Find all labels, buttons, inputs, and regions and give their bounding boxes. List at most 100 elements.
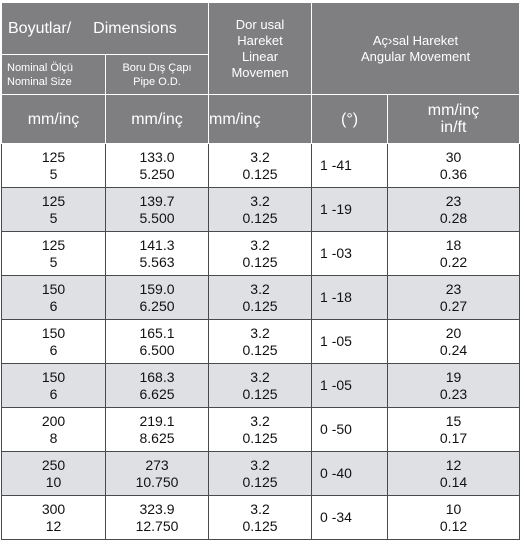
angle-cell: 1 -41 bbox=[311, 143, 389, 188]
linear-movement-cell-value: 3.2 bbox=[250, 192, 270, 209]
pipe-od-cell-value: 10.750 bbox=[135, 473, 179, 490]
pipe-heading-tr: Boru Dış Çapı bbox=[122, 61, 192, 74]
angle-cell: 1 -19 bbox=[311, 187, 389, 232]
angular-mm-cell-value: 15 bbox=[445, 412, 462, 429]
unit-cell: mm/inç bbox=[104, 94, 210, 144]
angle-cell: 1 -18 bbox=[311, 275, 389, 320]
linear-movement-cell-value: 0.125 bbox=[242, 297, 278, 314]
angle-cell: 1 -05 bbox=[311, 319, 389, 364]
nominal-size-cell-value: 5 bbox=[49, 165, 58, 182]
angular-mm-cell-value: 12 bbox=[445, 456, 462, 473]
linear-movement-cell-value: 0.125 bbox=[242, 517, 278, 534]
linear-movement-cell: 3.2 0.125 bbox=[208, 407, 313, 452]
angular-mm-cell: 30 0.36 bbox=[387, 143, 521, 188]
nominal-size-cell-value: 6 bbox=[49, 385, 58, 402]
nominal-size-cell: 125 5 bbox=[1, 143, 106, 188]
pipe-od-cell-value: 273 bbox=[145, 456, 169, 473]
pipe-od-cell-value: 219.1 bbox=[139, 412, 175, 429]
linear-movement-cell-value: 0.125 bbox=[242, 429, 278, 446]
angular-mm-cell: 19 0.23 bbox=[387, 363, 521, 408]
nominal-size-cell-value: 150 bbox=[41, 324, 66, 341]
linear-movement-cell-value: 0.125 bbox=[242, 341, 278, 358]
linear-movement-cell-value: 0.125 bbox=[242, 473, 278, 490]
linear-movement-cell-value: 3.2 bbox=[250, 280, 270, 297]
angular-mm-cell-value: 19 bbox=[445, 368, 462, 385]
pipe-od-cell-value: 5.250 bbox=[139, 165, 175, 182]
nominal-size-cell: 200 8 bbox=[1, 407, 106, 452]
unit-cell: mm/inç bbox=[1, 94, 106, 144]
angle-cell: 1 -05 bbox=[311, 363, 389, 408]
nominal-size-cell-value: 300 bbox=[41, 500, 66, 517]
unit-line: mm/inç bbox=[427, 102, 480, 119]
table-row: 250 10 273 10.750 3.2 0.125 0 -40 12 0.14 bbox=[1, 451, 521, 496]
table-row: 150 6 165.1 6.500 3.2 0.125 1 -05 20 0.24 bbox=[1, 319, 521, 364]
linear-movement-cell-value: 3.2 bbox=[250, 368, 270, 385]
nominal-size-cell-value: 8 bbox=[49, 429, 58, 446]
pipe-od-cell-value: 159.0 bbox=[139, 280, 175, 297]
nominal-size-cell-value: 150 bbox=[41, 368, 66, 385]
pipe-od-cell-value: 12.750 bbox=[135, 517, 179, 534]
angular-heading-en: Angular Movement bbox=[360, 48, 471, 64]
nominal-size-cell-value: 6 bbox=[49, 341, 58, 358]
linear-movement-cell: 3.2 0.125 bbox=[208, 275, 313, 320]
pipe-od-cell: 139.7 5.500 bbox=[104, 187, 210, 232]
nominal-size-cell-value: 5 bbox=[49, 253, 58, 270]
unit-cell: (°) bbox=[311, 94, 389, 144]
pipe-heading-en: Pipe O.D. bbox=[133, 75, 181, 88]
linear-movement-cell-value: 3.2 bbox=[250, 456, 270, 473]
pipe-od-cell-value: 8.625 bbox=[139, 429, 175, 446]
linear-movement-cell: 3.2 0.125 bbox=[208, 143, 313, 188]
angular-mm-cell-value: 23 bbox=[445, 280, 462, 297]
angular-mm-cell-value: 10 bbox=[445, 500, 462, 517]
angular-mm-cell: 18 0.22 bbox=[387, 231, 521, 276]
angle-cell: 1 -03 bbox=[311, 231, 389, 276]
dimensions-label: Dimensions bbox=[93, 19, 177, 37]
nominal-size-cell-value: 6 bbox=[49, 297, 58, 314]
pipe-od-cell: 323.9 12.750 bbox=[104, 495, 210, 540]
pipe-od-cell-value: 323.9 bbox=[139, 500, 175, 517]
nominal-size-cell-value: 125 bbox=[41, 148, 66, 165]
boyutlar-label: Boyutlar/ bbox=[8, 19, 72, 37]
angular-mm-cell: 10 0.12 bbox=[387, 495, 521, 540]
nominal-size-cell: 150 6 bbox=[1, 319, 106, 364]
linear-movement-cell: 3.2 0.125 bbox=[208, 319, 313, 364]
linear-movement-cell-value: 3.2 bbox=[250, 412, 270, 429]
angular-mm-cell: 20 0.24 bbox=[387, 319, 521, 364]
pipe-od-cell: 273 10.750 bbox=[104, 451, 210, 496]
angular-mm-cell-value: 0.14 bbox=[439, 473, 468, 490]
unit-cell: mm/inç bbox=[208, 94, 313, 144]
linear-movement-cell: 3.2 0.125 bbox=[208, 451, 313, 496]
pipe-od-cell-value: 5.500 bbox=[139, 209, 175, 226]
nominal-size-cell-value: 200 bbox=[41, 412, 66, 429]
table-row: 125 5 141.3 5.563 3.2 0.125 1 -03 18 0.22 bbox=[1, 231, 521, 276]
pipe-od-cell: 159.0 6.250 bbox=[104, 275, 210, 320]
angular-mm-cell-value: 0.36 bbox=[439, 165, 468, 182]
nominal-size-cell: 300 12 bbox=[1, 495, 106, 540]
angle-cell: 0 -40 bbox=[311, 451, 389, 496]
nominal-size-cell: 150 6 bbox=[1, 275, 106, 320]
pipe-od-cell: 219.1 8.625 bbox=[104, 407, 210, 452]
linear-heading-line: Movemen bbox=[231, 64, 289, 80]
angular-mm-cell-value: 20 bbox=[445, 324, 462, 341]
pipe-od-cell-value: 5.563 bbox=[139, 253, 175, 270]
linear-movement-cell: 3.2 0.125 bbox=[208, 495, 313, 540]
angular-mm-cell-value: 0.12 bbox=[439, 517, 468, 534]
linear-movement-cell-value: 0.125 bbox=[242, 165, 278, 182]
angular-mm-cell: 23 0.27 bbox=[387, 275, 521, 320]
linear-movement-cell-value: 3.2 bbox=[250, 236, 270, 253]
pipe-od-cell: 165.1 6.500 bbox=[104, 319, 210, 364]
linear-movement-cell-value: 0.125 bbox=[242, 385, 278, 402]
linear-movement-cell: 3.2 0.125 bbox=[208, 231, 313, 276]
table-row: 150 6 159.0 6.250 3.2 0.125 1 -18 23 0.27 bbox=[1, 275, 521, 320]
unit-line: in/ft bbox=[440, 119, 467, 136]
pipe-od-cell: 168.3 6.625 bbox=[104, 363, 210, 408]
pipe-od-cell-value: 168.3 bbox=[139, 368, 175, 385]
nominal-size-heading: Nominal Ölçü Nominal Size bbox=[1, 54, 106, 95]
angular-movement-heading: Aç›sal Hareket Angular Movement bbox=[311, 2, 521, 95]
nominal-size-cell-value: 125 bbox=[41, 236, 66, 253]
pipe-od-cell-value: 141.3 bbox=[139, 236, 175, 253]
dimensions-heading: Boyutlar/Dimensions bbox=[0, 2, 210, 55]
nominal-size-cell-value: 5 bbox=[49, 209, 58, 226]
pipe-od-cell-value: 6.625 bbox=[139, 385, 175, 402]
